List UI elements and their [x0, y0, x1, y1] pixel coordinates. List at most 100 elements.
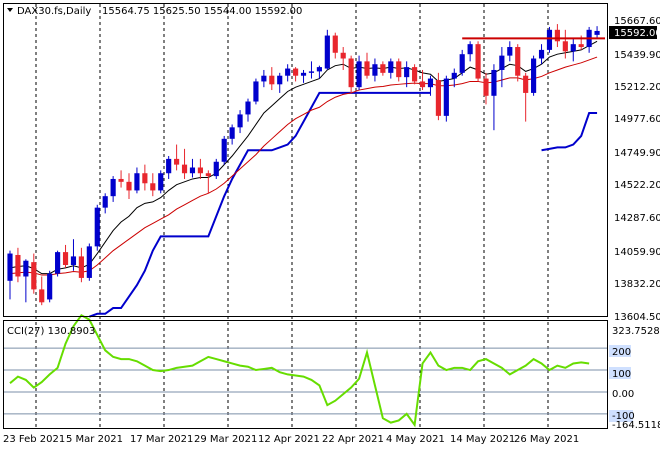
candle-body	[158, 173, 164, 191]
candle-body	[126, 181, 132, 191]
candle-body	[102, 196, 108, 208]
x-tick-label: 17 Mar 2021	[130, 434, 193, 445]
candle-body	[261, 75, 267, 82]
cci-level-label: 200	[612, 347, 631, 358]
candle-body	[412, 67, 418, 82]
candle-body	[396, 61, 402, 78]
candle-body	[308, 71, 315, 73]
candle-body	[507, 47, 513, 56]
candle-body	[523, 75, 529, 93]
y-tick-label: 15212.20	[614, 82, 660, 93]
candle-body	[221, 138, 227, 162]
x-tick-label: 12 Apr 2021	[258, 434, 320, 445]
candle-body	[15, 254, 21, 277]
cci-line-path	[9, 313, 590, 428]
y-tick-label: 14522.20	[614, 180, 660, 191]
y-tick-label: 15439.90	[614, 50, 660, 61]
ema-fast-line	[9, 40, 598, 275]
candle-body	[348, 58, 354, 88]
candle-body	[245, 101, 251, 115]
cci-label: CCI(27) 130.8903	[7, 326, 95, 337]
candle-body	[475, 44, 481, 79]
candle-body	[435, 80, 441, 116]
candle-body	[134, 173, 140, 191]
candle-body	[237, 114, 243, 128]
candle-body	[316, 67, 322, 72]
moving-averages	[9, 40, 598, 276]
candle-body	[78, 256, 84, 278]
candle-body	[443, 78, 449, 116]
candle-body	[197, 167, 203, 174]
candle-body	[578, 44, 584, 48]
candle-body	[150, 183, 156, 191]
candle-body	[515, 47, 521, 76]
candle-body	[340, 52, 346, 59]
candle-body	[404, 67, 410, 78]
y-tick-label: 14749.90	[614, 148, 660, 159]
x-tick-label: 23 Feb 2021	[3, 434, 65, 445]
last-price-badge	[609, 26, 657, 39]
symbol-label: DAX30.fs,Daily	[17, 6, 91, 17]
candle-body	[427, 78, 434, 88]
candle-body	[39, 289, 45, 303]
cci-bottom-value: -164.5118	[612, 420, 660, 431]
candle-body	[277, 75, 283, 85]
chart-grid	[35, 4, 549, 428]
date-axis: 23 Feb 2021 5 Mar 2021 17 Mar 2021 29 Ma…	[3, 434, 579, 445]
candles	[7, 24, 600, 306]
cci-level-badge	[609, 410, 633, 422]
candle-body	[419, 81, 426, 88]
y-tick-label: 13832.20	[614, 279, 660, 290]
candle-body	[562, 41, 568, 52]
main-panel-frame	[3, 3, 608, 317]
ohlc-label: 15564.75 15625.50 15544.00 15592.00	[102, 6, 302, 17]
candle-body	[118, 178, 124, 182]
candle-body	[570, 44, 576, 52]
candle-body	[388, 61, 394, 73]
candle-body	[213, 161, 219, 177]
candle-body	[166, 158, 172, 174]
candle-body	[174, 158, 180, 165]
candle-body	[269, 75, 275, 85]
ema-slow-line	[9, 56, 598, 276]
last-price-label: 15592.00	[614, 28, 660, 39]
candle-body	[364, 61, 370, 76]
cci-top-value: 323.7528	[612, 326, 660, 337]
candle-body	[62, 252, 69, 266]
y-tick-label: 14059.90	[614, 247, 660, 258]
candle-body	[372, 64, 378, 76]
candle-body	[594, 30, 600, 35]
candle-body	[531, 58, 537, 93]
candle-body	[142, 173, 148, 184]
candle-body	[86, 246, 92, 278]
x-tick-label: 14 May 2021	[450, 434, 515, 445]
candle-body	[300, 72, 307, 76]
support-line-path	[541, 111, 598, 152]
candle-body	[459, 54, 465, 73]
candle-body	[55, 252, 61, 274]
candle-body	[23, 260, 29, 277]
candle-body	[47, 273, 53, 300]
candle-body	[467, 44, 473, 55]
x-tick-label: 4 May 2021	[386, 434, 445, 445]
candle-body	[491, 69, 497, 96]
candle-body	[31, 262, 37, 290]
cci-level-badge	[609, 367, 631, 379]
candle-body	[7, 253, 13, 281]
candle-body	[110, 178, 116, 197]
candle-body	[229, 127, 235, 139]
y-tick-label: 15667.60	[614, 16, 660, 27]
candle-body	[285, 68, 291, 76]
indicator-panel-frame	[3, 320, 608, 429]
chevron-down-icon[interactable]	[7, 8, 13, 12]
candle-body	[293, 68, 299, 76]
candle-body	[324, 35, 330, 69]
candle-body	[181, 164, 188, 174]
cci-line	[9, 313, 590, 428]
candle-body	[253, 81, 259, 102]
candle-body	[538, 49, 545, 59]
y-tick-label: 14287.60	[614, 213, 660, 224]
candle-body	[70, 256, 77, 266]
